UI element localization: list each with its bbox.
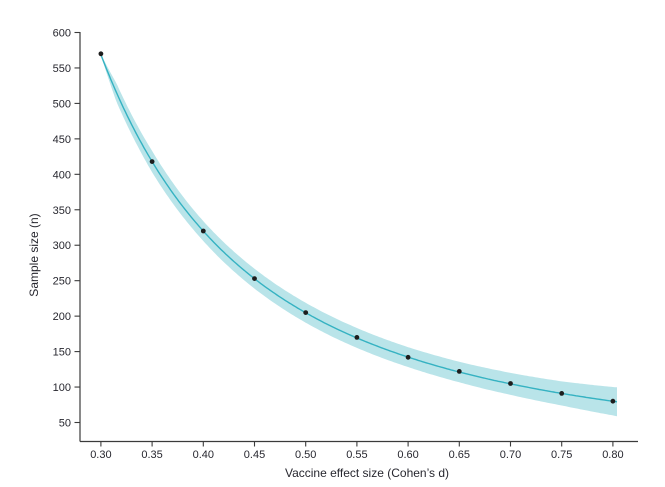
y-tick-label: 500	[53, 98, 71, 110]
x-tick-label: 0.50	[295, 449, 316, 461]
y-tick-label: 350	[53, 205, 71, 217]
y-tick-label: 100	[53, 382, 71, 394]
data-point	[252, 276, 257, 281]
data-point	[98, 51, 104, 57]
x-tick-label: 0.75	[551, 449, 572, 461]
y-tick-label: 150	[53, 347, 71, 359]
data-point	[149, 159, 155, 165]
x-tick-label: 0.70	[500, 449, 521, 461]
y-tick-label: 600	[53, 28, 71, 40]
x-tick-label: 0.55	[346, 449, 367, 461]
x-tick-label: 0.45	[244, 449, 265, 461]
y-tick-label: 50	[59, 418, 71, 430]
data-point	[456, 369, 462, 374]
x-tick-label: 0.40	[193, 449, 214, 461]
x-tick-label: 0.60	[397, 449, 418, 461]
fit-line	[100, 54, 618, 403]
data-point	[559, 391, 565, 396]
data-point	[405, 354, 411, 360]
confidence-band	[100, 53, 617, 417]
y-tick-label: 450	[53, 134, 71, 146]
x-tick-label: 0.80	[602, 449, 623, 461]
data-point	[610, 398, 616, 404]
y-axis-title: Sample size (n)	[27, 213, 41, 297]
x-tick-label: 0.35	[141, 449, 162, 461]
y-tick-label: 550	[53, 63, 71, 75]
x-axis-title: Vaccine effect size (Cohen’s d)	[284, 466, 450, 480]
data-point	[354, 335, 360, 340]
y-tick-label: 250	[53, 276, 71, 288]
x-tick-label: 0.30	[90, 449, 111, 461]
y-tick-label: 300	[53, 240, 71, 252]
x-tick-label: 0.65	[449, 449, 470, 461]
data-point	[200, 228, 206, 234]
y-tick-label: 400	[53, 169, 71, 181]
y-tick-label: 200	[53, 311, 71, 323]
data-point	[303, 310, 309, 315]
data-point	[508, 381, 513, 386]
